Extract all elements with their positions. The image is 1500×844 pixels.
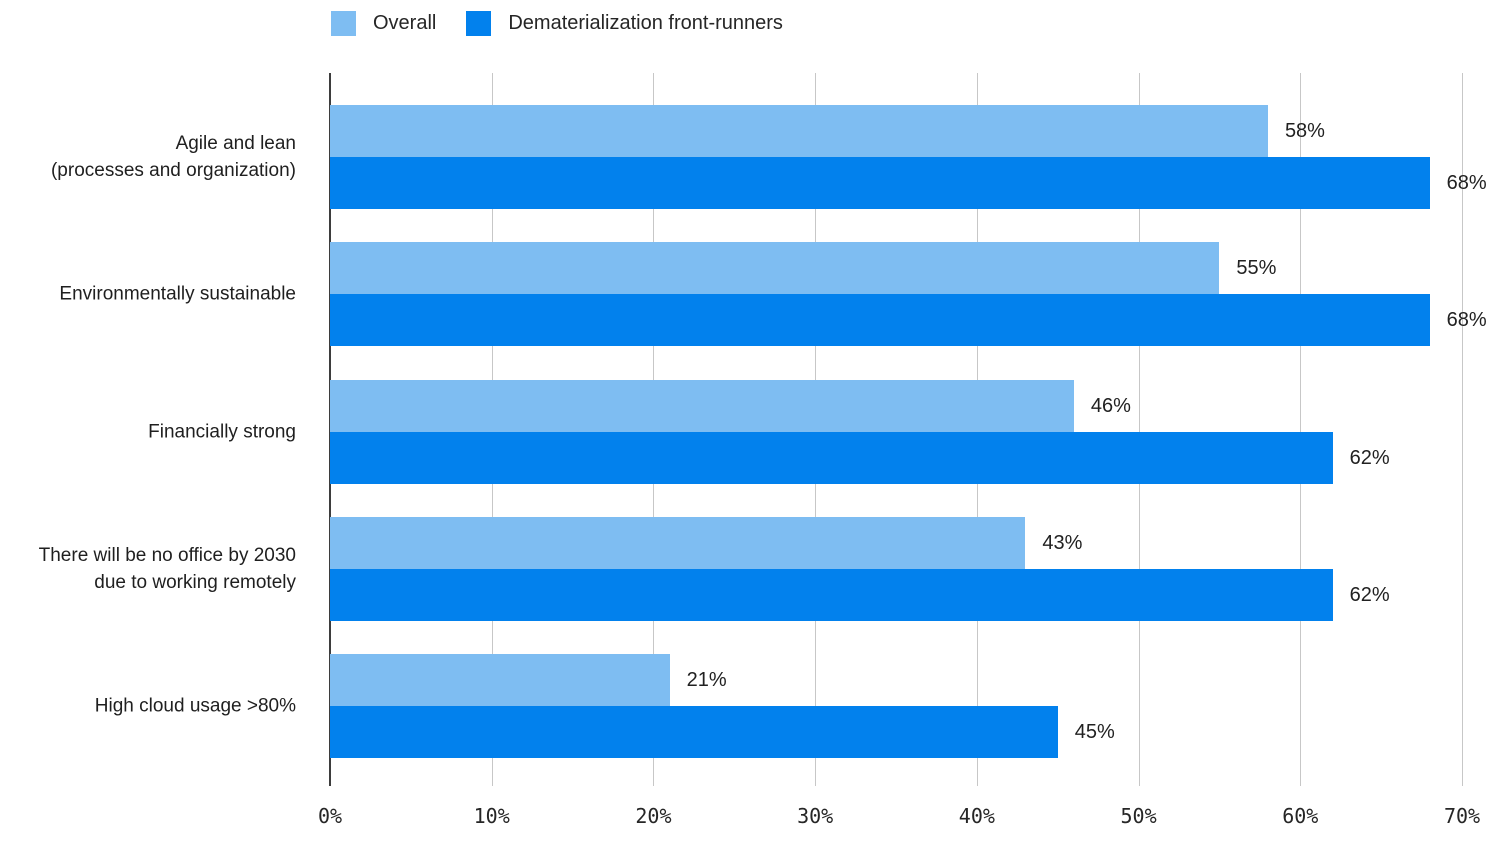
x-axis-tick-label: 0% <box>317 804 343 828</box>
bar-value-label: 62% <box>1349 446 1390 469</box>
x-axis-tick-label: 60% <box>1282 804 1319 828</box>
bar-frontrunners <box>330 568 1333 621</box>
gridline <box>1138 73 1140 786</box>
legend-label: Overall <box>373 12 437 34</box>
legend-item: Dematerialization front-runners <box>466 11 783 36</box>
bar-value-label: 62% <box>1349 583 1390 606</box>
gridline <box>1300 73 1302 786</box>
gridline <box>1462 73 1463 786</box>
bar-value-label: 68% <box>1446 172 1487 194</box>
legend-item: Overall <box>331 11 436 36</box>
bar-overall <box>330 379 1074 432</box>
legend-swatch-icon <box>331 11 356 36</box>
bar-value-label: 68% <box>1446 309 1487 332</box>
bar-value-label: 58% <box>1284 120 1325 142</box>
x-axis-tick-label: 40% <box>958 804 995 828</box>
category-label: Financially strong <box>148 421 296 442</box>
bar-overall <box>330 242 1220 295</box>
bar-value-label: 45% <box>1074 721 1115 743</box>
x-axis-tick-label: 20% <box>635 804 672 828</box>
category-label: Agile and lean (processes and organizatio… <box>50 133 296 181</box>
bar-value-label: 46% <box>1090 394 1131 417</box>
bar-value-label: 43% <box>1042 531 1083 554</box>
bar-value-label: 21% <box>686 669 727 691</box>
category-label: There will be no office by 2030 due to wo… <box>38 544 296 593</box>
x-axis-tick-label: 50% <box>1120 804 1157 828</box>
bar-frontrunners <box>330 157 1430 209</box>
bar-frontrunners <box>330 431 1333 484</box>
x-axis-tick-label: 30% <box>797 804 834 828</box>
legend-swatch-icon <box>466 11 492 36</box>
x-axis-tick-label: 70% <box>1443 804 1481 828</box>
bar-frontrunners <box>330 294 1430 347</box>
bar-overall <box>330 654 670 706</box>
bar-frontrunners <box>330 706 1058 758</box>
category-label: High cloud usage >80% <box>94 695 296 717</box>
bar-overall <box>330 516 1026 569</box>
plot-area: 58% 68% 55% 68% 46% 62% 43% 62% 21% 45% <box>329 73 1487 786</box>
category-label: Environmentally sustainable <box>59 283 296 305</box>
bar-overall <box>330 105 1268 157</box>
x-axis-tick-label: 10% <box>473 804 510 828</box>
legend: Overall Dematerialization front-runners <box>331 11 783 36</box>
legend-label: Dematerialization front-runners <box>508 12 783 34</box>
bar-value-label: 55% <box>1236 257 1277 280</box>
